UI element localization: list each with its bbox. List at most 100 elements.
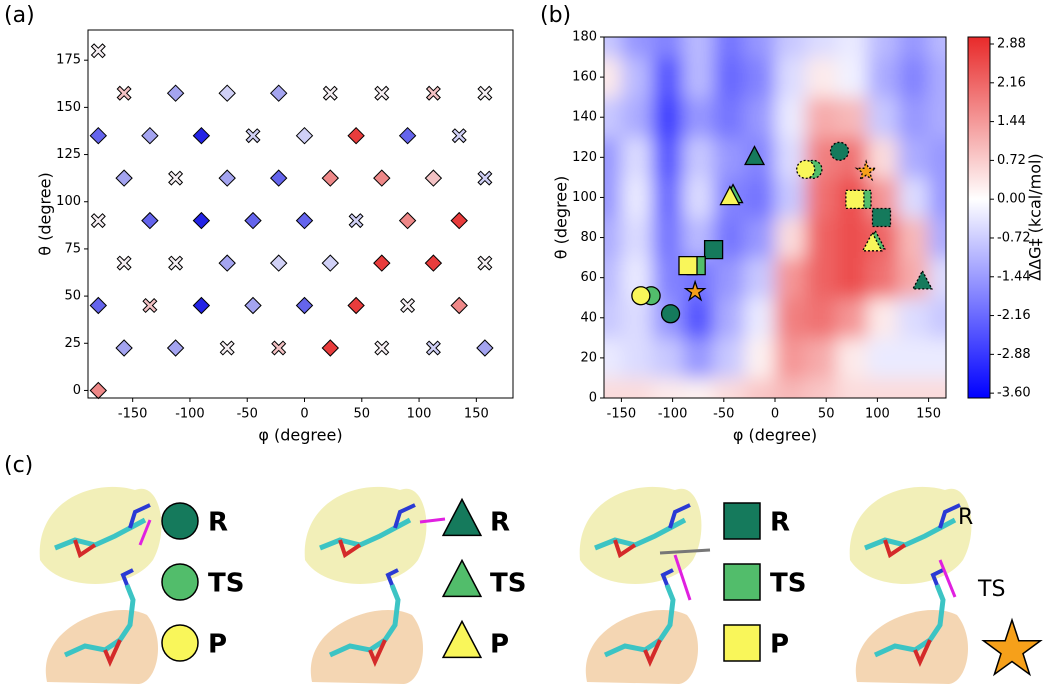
heatmap-cell	[867, 297, 899, 339]
point	[374, 340, 390, 356]
legend-marker	[441, 558, 483, 598]
point	[141, 126, 159, 145]
x-tick-label: -150	[607, 407, 637, 422]
legend-label: TS	[490, 569, 526, 599]
heatmap-cell	[805, 37, 837, 58]
point	[400, 297, 416, 314]
y-tick-label: 120	[572, 150, 597, 165]
heatmap-cell	[621, 57, 653, 98]
colorbar-tick-label: -1.44	[997, 269, 1031, 284]
point	[321, 254, 340, 272]
heatmap-cell	[604, 97, 622, 138]
point	[295, 126, 314, 145]
point	[218, 84, 236, 102]
x-tick-label: 50	[354, 407, 371, 422]
marker	[678, 255, 698, 276]
heatmap-cell	[652, 57, 684, 98]
point	[90, 213, 106, 229]
heatmap-cell	[682, 377, 715, 398]
point	[192, 126, 211, 145]
x-tick-label: -50	[713, 407, 734, 422]
marker	[854, 159, 878, 182]
y-tick-label: 40	[580, 310, 597, 325]
heatmap-cell	[836, 57, 868, 98]
legend-marker	[723, 502, 761, 540]
point	[295, 211, 314, 230]
heatmap-cell	[897, 217, 930, 259]
x-tick-label: -50	[237, 407, 258, 422]
molecule-sketch	[40, 487, 162, 684]
point	[373, 254, 391, 272]
heatmap-cell	[897, 377, 930, 398]
legend-label: P	[770, 630, 789, 660]
point	[476, 339, 494, 357]
heatmap-cell	[604, 297, 622, 339]
molecule-sketch	[580, 487, 702, 684]
molecule-sketch	[305, 487, 427, 684]
heatmap-cell	[836, 37, 868, 58]
point	[192, 211, 211, 230]
heatmap-cell	[652, 177, 684, 218]
heatmap-cell	[836, 377, 868, 398]
point	[115, 169, 133, 187]
point	[348, 213, 364, 229]
heatmap-cell	[682, 37, 715, 58]
point	[425, 340, 441, 356]
marker	[829, 141, 850, 161]
marker	[703, 239, 724, 260]
heatmap-cell	[928, 257, 946, 299]
colorbar-tick-label: 2.16	[997, 75, 1026, 90]
heatmap-cell	[744, 37, 776, 58]
heatmap-cell	[744, 57, 776, 98]
point	[450, 296, 468, 315]
legend-marker	[441, 497, 483, 537]
heatmap-cell	[928, 97, 946, 138]
y-axis-label: θ (degree)	[36, 172, 55, 255]
plot-frame	[87, 29, 514, 399]
point	[373, 169, 391, 187]
point	[269, 169, 288, 187]
y-tick-label: 100	[56, 194, 81, 209]
heatmap-cell	[775, 37, 807, 58]
heatmap-cell	[682, 337, 715, 379]
point	[424, 254, 443, 272]
point	[321, 169, 340, 187]
y-axis-label: θ (degree)	[552, 176, 571, 259]
heatmap-cell	[775, 337, 807, 379]
heatmap-cell	[805, 337, 837, 379]
heatmap-cell	[805, 257, 837, 299]
point	[450, 211, 468, 230]
point	[166, 84, 185, 102]
heatmap-cell	[744, 97, 776, 138]
heatmap-cell	[897, 97, 930, 138]
point	[166, 339, 185, 357]
y-tick-label: 25	[64, 336, 81, 351]
y-tick-label: 160	[572, 70, 597, 85]
heatmap-cell	[867, 137, 899, 178]
state-label: TS	[977, 577, 1005, 602]
heatmap-cell	[805, 217, 837, 259]
vector-arrow	[138, 519, 152, 546]
colorbar-tick-label: 0.72	[997, 153, 1026, 168]
heatmap-cell	[744, 297, 776, 339]
point	[398, 126, 417, 145]
point	[295, 296, 314, 315]
heatmap-cell	[897, 57, 930, 98]
x-tick-label: 150	[464, 407, 489, 422]
marker	[861, 231, 883, 252]
point	[116, 85, 132, 101]
y-tick-label: 0	[589, 391, 597, 406]
heatmap-cell	[897, 137, 930, 178]
colorbar-tick-label: 2.88	[997, 37, 1026, 52]
colorbar-tick-label: -3.60	[997, 386, 1031, 401]
point	[477, 85, 493, 101]
legend-label: R	[490, 508, 510, 538]
state-label: R	[958, 505, 973, 530]
point	[244, 296, 262, 315]
heatmap-cell	[897, 37, 930, 58]
point	[116, 255, 132, 271]
heatmap-cell	[713, 137, 745, 178]
marker	[796, 159, 816, 180]
heatmap-cell	[836, 297, 868, 339]
